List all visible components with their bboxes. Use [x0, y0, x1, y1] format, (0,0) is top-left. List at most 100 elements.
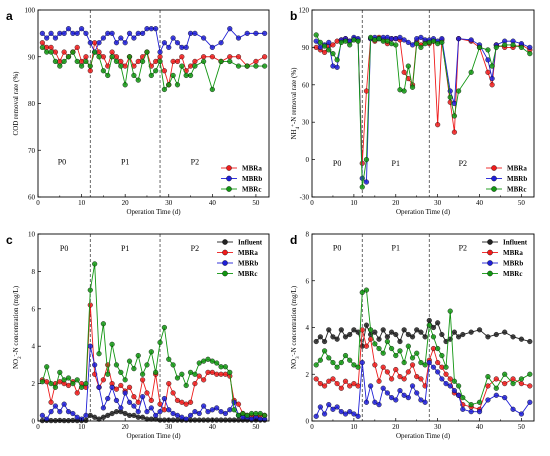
data-point: [79, 63, 85, 69]
data-point: [351, 327, 357, 333]
data-point: [153, 68, 159, 74]
data-point: [456, 88, 462, 94]
y-axis-label: NO3--N concentration (mg/L): [290, 285, 301, 369]
data-point: [170, 417, 176, 423]
data-point: [131, 72, 137, 79]
data-point: [227, 26, 233, 32]
y-tick-label: 90: [28, 53, 36, 61]
y-tick-label: 2: [306, 371, 310, 379]
data-point: [235, 63, 242, 69]
data-point: [439, 352, 445, 359]
data-point: [52, 49, 59, 55]
data-point: [430, 364, 437, 370]
y-tick-label: 6: [306, 277, 310, 285]
data-point: [493, 331, 499, 338]
data-point: [317, 357, 323, 363]
data-point: [313, 338, 319, 345]
data-point: [113, 386, 120, 392]
phase-label: P0: [60, 244, 68, 253]
data-point: [313, 32, 319, 38]
data-point: [183, 382, 189, 389]
data-point: [222, 371, 228, 377]
data-point: [218, 364, 224, 370]
data-point: [418, 329, 424, 335]
data-point: [334, 64, 340, 70]
data-point: [248, 416, 255, 422]
data-point: [435, 345, 441, 352]
x-tick-label: 20: [122, 199, 130, 207]
data-point: [44, 44, 50, 50]
data-point: [201, 54, 207, 60]
data-point: [113, 409, 120, 415]
legend-marker: [226, 175, 232, 182]
data-point: [368, 34, 374, 41]
data-point: [109, 384, 115, 390]
data-point: [65, 382, 72, 389]
data-point: [493, 44, 499, 50]
data-point: [57, 63, 63, 69]
data-point: [460, 406, 466, 412]
data-point: [126, 399, 133, 405]
data-point: [347, 42, 353, 48]
data-point: [166, 356, 172, 362]
data-point: [170, 390, 176, 396]
data-point: [57, 369, 63, 375]
x-tick-label: 50: [252, 199, 260, 207]
series-line: [315, 36, 531, 164]
data-point: [376, 36, 382, 42]
data-point: [376, 345, 382, 352]
data-point: [126, 412, 133, 418]
data-point: [527, 51, 533, 57]
data-point: [79, 58, 85, 64]
data-point: [170, 35, 176, 41]
x-tick-label: 30: [165, 199, 173, 207]
data-point: [140, 394, 146, 400]
data-point: [205, 356, 211, 362]
data-point: [430, 38, 437, 44]
data-point: [100, 68, 106, 74]
data-point: [92, 362, 98, 368]
data-point: [502, 381, 508, 387]
data-point: [87, 412, 93, 418]
data-point: [502, 395, 508, 401]
legend-marker: [487, 270, 493, 277]
data-point: [65, 54, 72, 60]
data-point: [380, 364, 386, 370]
data-point: [166, 381, 172, 387]
x-tick-label: 50: [252, 423, 260, 431]
data-point: [96, 416, 102, 422]
data-point: [430, 334, 437, 340]
data-point: [214, 360, 220, 366]
data-point: [65, 375, 72, 381]
data-point: [96, 351, 102, 357]
data-point: [426, 322, 432, 328]
data-point: [126, 30, 133, 36]
data-point: [439, 39, 445, 45]
x-tick-label: 40: [209, 199, 217, 207]
data-point: [435, 369, 441, 375]
data-point: [397, 338, 403, 345]
data-point: [342, 411, 349, 417]
data-point: [79, 384, 85, 390]
data-point: [397, 348, 403, 354]
data-point: [183, 44, 189, 50]
series-mbrc: [39, 44, 268, 93]
legend-entry: MBRb: [507, 175, 527, 183]
data-point: [476, 399, 483, 405]
data-point: [493, 392, 499, 398]
x-axis-label: Operation Time (d): [396, 208, 451, 216]
data-point: [105, 371, 111, 377]
data-point: [100, 35, 106, 41]
data-point: [317, 381, 323, 387]
data-point: [48, 381, 54, 387]
data-point: [52, 403, 59, 409]
data-point: [201, 417, 207, 423]
data-point: [313, 376, 319, 382]
legend-marker: [222, 270, 228, 277]
data-point: [253, 63, 259, 69]
data-point: [70, 410, 76, 417]
data-point: [209, 369, 215, 375]
series-mbrc: [39, 261, 268, 418]
y-tick-label: 120: [299, 7, 310, 15]
data-point: [489, 75, 495, 82]
